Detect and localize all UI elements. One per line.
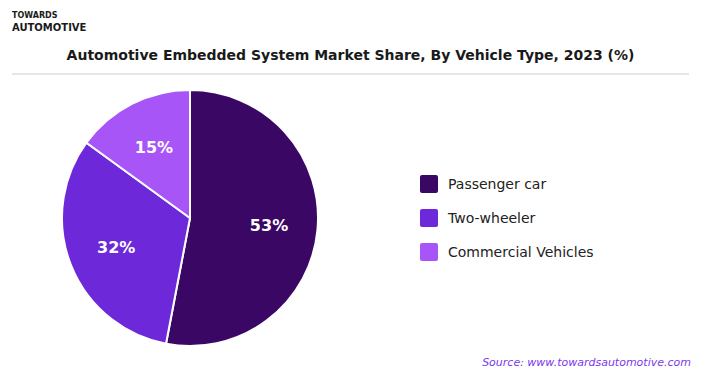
data-label: 53% <box>250 216 288 235</box>
logo-text: TOWARDS <box>12 11 58 20</box>
legend-swatch <box>420 209 438 227</box>
legend-swatch <box>420 175 438 193</box>
logo-text: AUTOMOTIVE <box>12 22 87 33</box>
legend-label: Passenger car <box>448 176 546 192</box>
source: Source: www.towardsautomotive.com <box>482 356 691 369</box>
legend: Passenger car Two-wheeler Commercial Vehic… <box>420 175 594 261</box>
pie <box>62 90 318 346</box>
chart: TOWARDS AUTOMOTIVE Automotive Embedded Sys… <box>0 0 701 376</box>
data-labels: 53% 32% 15% <box>97 138 288 257</box>
data-label: 15% <box>135 138 173 157</box>
legend-label: Two-wheeler <box>447 210 536 226</box>
legend-swatch <box>420 243 438 261</box>
slice <box>86 90 190 218</box>
background <box>0 0 701 376</box>
title: Automotive Embedded System Market Share,… <box>67 47 635 63</box>
separator <box>12 74 689 75</box>
legend-label: Commercial Vehicles <box>448 244 594 260</box>
data-label: 32% <box>97 238 135 257</box>
